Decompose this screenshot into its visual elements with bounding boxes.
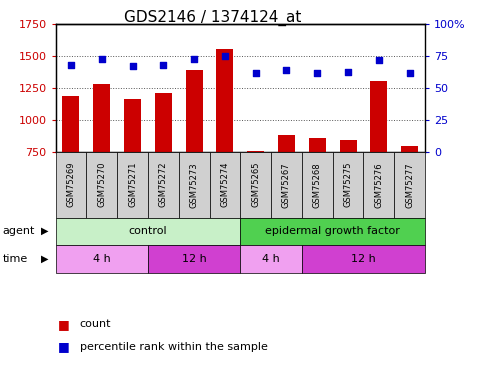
Text: GSM75265: GSM75265 xyxy=(251,162,260,207)
Text: 4 h: 4 h xyxy=(262,254,280,264)
Point xyxy=(159,62,167,68)
Text: GSM75269: GSM75269 xyxy=(67,162,75,207)
Text: GDS2146 / 1374124_at: GDS2146 / 1374124_at xyxy=(124,9,301,26)
Bar xyxy=(370,81,387,152)
Bar xyxy=(401,146,418,152)
Text: 4 h: 4 h xyxy=(93,254,111,264)
Text: GSM75276: GSM75276 xyxy=(374,162,384,207)
Text: ▶: ▶ xyxy=(41,254,49,264)
Point xyxy=(67,62,75,68)
Point xyxy=(313,70,321,76)
Bar xyxy=(247,151,264,152)
Text: GSM75272: GSM75272 xyxy=(159,162,168,207)
Bar xyxy=(278,135,295,152)
Bar xyxy=(185,70,202,152)
Bar xyxy=(124,99,141,152)
Point xyxy=(221,53,229,59)
Bar xyxy=(62,96,79,152)
Point xyxy=(190,56,198,62)
Point xyxy=(128,63,136,69)
Text: time: time xyxy=(2,254,28,264)
Text: ▶: ▶ xyxy=(41,226,49,236)
Bar xyxy=(155,93,172,152)
Point xyxy=(344,69,352,75)
Text: GSM75277: GSM75277 xyxy=(405,162,414,207)
Text: agent: agent xyxy=(2,226,35,236)
Text: GSM75268: GSM75268 xyxy=(313,162,322,207)
Text: percentile rank within the sample: percentile rank within the sample xyxy=(80,342,268,352)
Text: GSM75274: GSM75274 xyxy=(220,162,229,207)
Text: GSM75275: GSM75275 xyxy=(343,162,353,207)
Point xyxy=(375,57,383,63)
Text: GSM75267: GSM75267 xyxy=(282,162,291,207)
Text: epidermal growth factor: epidermal growth factor xyxy=(265,226,400,236)
Text: control: control xyxy=(128,226,167,236)
Point xyxy=(406,70,413,76)
Text: GSM75270: GSM75270 xyxy=(97,162,106,207)
Bar xyxy=(340,140,356,152)
Text: GSM75271: GSM75271 xyxy=(128,162,137,207)
Bar xyxy=(216,49,233,152)
Text: 12 h: 12 h xyxy=(351,254,376,264)
Text: 12 h: 12 h xyxy=(182,254,206,264)
Text: GSM75273: GSM75273 xyxy=(190,162,199,207)
Point xyxy=(283,67,290,73)
Bar xyxy=(309,138,326,152)
Bar xyxy=(93,84,110,152)
Point xyxy=(252,70,259,76)
Point xyxy=(98,56,106,62)
Text: count: count xyxy=(80,320,111,329)
Text: ■: ■ xyxy=(58,318,70,331)
Text: ■: ■ xyxy=(58,340,70,353)
